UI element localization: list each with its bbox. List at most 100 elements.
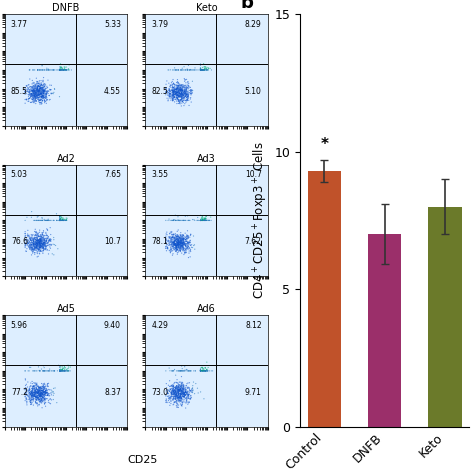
Point [184, 91, 192, 99]
Point [29, 91, 36, 99]
Point [204, 364, 212, 371]
Point [40, 367, 48, 374]
Point [168, 389, 176, 396]
Point [175, 393, 183, 401]
Point [58, 213, 65, 221]
Point [176, 393, 184, 401]
Point [174, 95, 182, 103]
Point [171, 240, 178, 248]
Point [191, 66, 198, 74]
Point [198, 367, 205, 374]
Point [38, 389, 46, 397]
Point [35, 91, 43, 99]
Point [34, 87, 42, 95]
Point [173, 91, 181, 99]
Point [44, 227, 51, 234]
Point [25, 81, 33, 89]
Point [26, 238, 33, 246]
Point [30, 236, 37, 244]
Point [58, 367, 65, 374]
Point [168, 384, 175, 392]
Point [61, 364, 68, 372]
Point [59, 214, 67, 222]
Point [178, 89, 186, 97]
Point [38, 395, 46, 403]
Point [56, 217, 64, 224]
Point [40, 96, 48, 103]
Point [30, 97, 38, 104]
Point [177, 66, 184, 74]
Point [34, 242, 42, 250]
Point [182, 396, 190, 404]
Point [36, 237, 44, 245]
Point [172, 236, 180, 243]
Point [174, 233, 182, 240]
Point [36, 81, 44, 88]
Point [25, 94, 33, 102]
Point [171, 86, 179, 93]
Point [40, 88, 47, 96]
Point [40, 92, 47, 100]
Point [41, 97, 48, 104]
Point [27, 90, 35, 97]
Point [31, 90, 38, 98]
Point [33, 90, 40, 98]
Point [26, 234, 33, 242]
Point [204, 217, 212, 224]
Point [44, 89, 51, 97]
Point [64, 367, 71, 374]
Point [166, 217, 174, 224]
Point [182, 404, 190, 412]
Point [176, 242, 184, 250]
Title: Keto: Keto [196, 3, 218, 13]
Point [33, 248, 41, 256]
Text: 9.71: 9.71 [245, 388, 262, 397]
Point [182, 245, 189, 253]
Point [34, 393, 42, 401]
Point [36, 367, 43, 374]
Point [27, 246, 35, 253]
Point [63, 216, 70, 224]
Point [25, 393, 33, 401]
Point [33, 87, 41, 94]
Point [50, 367, 58, 374]
Point [39, 95, 46, 102]
Point [176, 246, 184, 254]
Point [41, 391, 49, 399]
Point [180, 99, 187, 106]
Point [173, 238, 180, 246]
Point [177, 392, 184, 399]
Point [165, 86, 173, 94]
Point [46, 236, 54, 243]
Point [176, 93, 183, 100]
Point [39, 381, 47, 388]
Point [42, 234, 50, 242]
Point [182, 395, 190, 402]
Point [33, 217, 40, 224]
Point [174, 391, 182, 398]
Point [174, 394, 182, 401]
Point [28, 238, 36, 246]
Point [171, 391, 178, 398]
Point [184, 66, 191, 74]
Point [56, 215, 64, 222]
Point [178, 402, 186, 410]
Point [183, 243, 191, 251]
Point [182, 86, 190, 94]
Point [33, 88, 41, 95]
Point [42, 389, 50, 396]
Point [35, 87, 42, 94]
Point [171, 399, 178, 406]
Point [37, 244, 45, 251]
Point [26, 237, 33, 245]
Point [165, 89, 173, 96]
Point [23, 388, 31, 396]
Point [173, 66, 181, 74]
Point [182, 391, 190, 399]
Point [37, 397, 45, 404]
Point [29, 98, 36, 105]
Title: Ad6: Ad6 [197, 304, 216, 314]
Point [29, 389, 36, 396]
Point [170, 235, 178, 242]
Point [37, 66, 45, 74]
